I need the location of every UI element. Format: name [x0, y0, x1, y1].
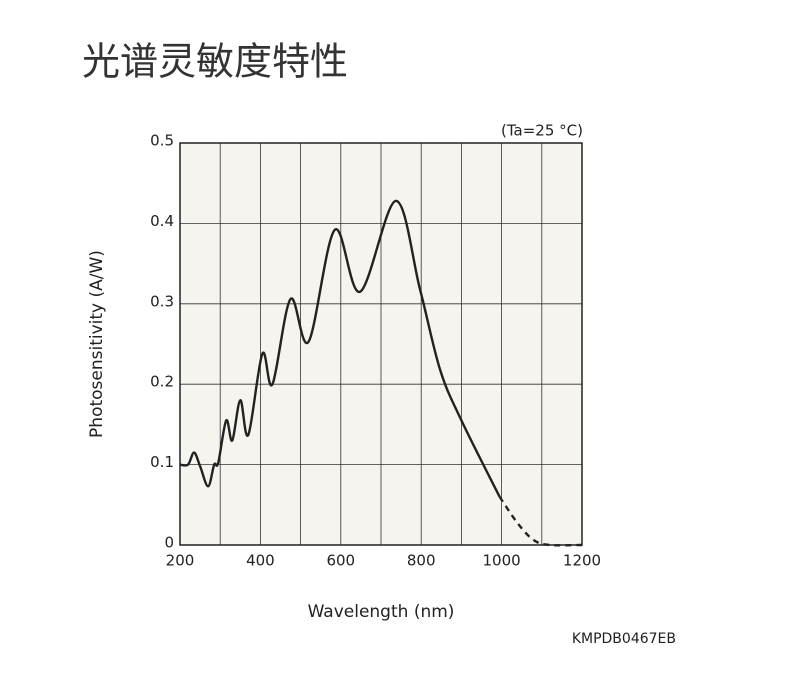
- x-axis-label: Wavelength (nm): [308, 602, 455, 622]
- x-tick-label: 200: [166, 552, 195, 570]
- line: [179, 199, 501, 498]
- x-tick-label: 1200: [563, 552, 601, 570]
- y-tick-label: 0.3: [150, 292, 174, 310]
- x-tick-label: 800: [407, 552, 436, 570]
- line: [498, 496, 583, 547]
- chart-title: 光谱灵敏度特性: [82, 40, 348, 84]
- y-tick-label: 0.2: [150, 373, 174, 391]
- x-tick-label: 400: [246, 552, 275, 570]
- y-tick-label: 0: [164, 534, 174, 552]
- plot-frame: [179, 142, 583, 546]
- y-tick-label: 0.1: [150, 453, 174, 471]
- annotation: (Ta=25 °C): [501, 122, 583, 140]
- y-axis-label: Photosensitivity (A/W): [87, 250, 107, 438]
- x-tick-label: 1000: [483, 552, 521, 570]
- figure-code: KMPDB0467EB: [572, 631, 676, 647]
- x-tick-label: 600: [326, 552, 355, 570]
- y-tick-label: 0.5: [150, 132, 174, 150]
- y-tick-label: 0.4: [150, 212, 174, 230]
